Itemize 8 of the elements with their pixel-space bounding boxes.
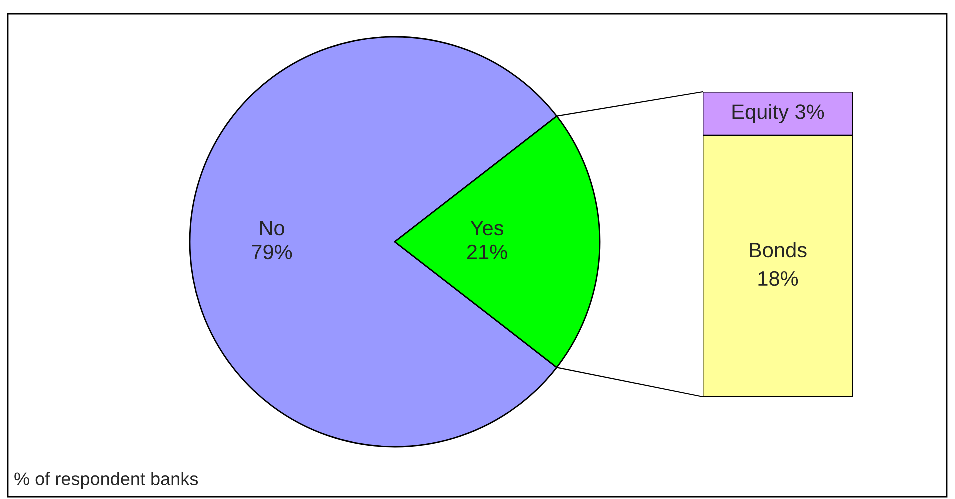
slice-label: No — [260, 221, 284, 236]
text: Equity 3% — [732, 104, 824, 124]
slice-label: Yes — [470, 221, 504, 236]
series-label: Bonds — [750, 242, 807, 258]
data-label: 21% — [467, 244, 508, 260]
text: % of respondent banks — [14, 472, 198, 489]
data-label: 79% — [252, 244, 292, 260]
data-label: 18% — [758, 271, 798, 286]
